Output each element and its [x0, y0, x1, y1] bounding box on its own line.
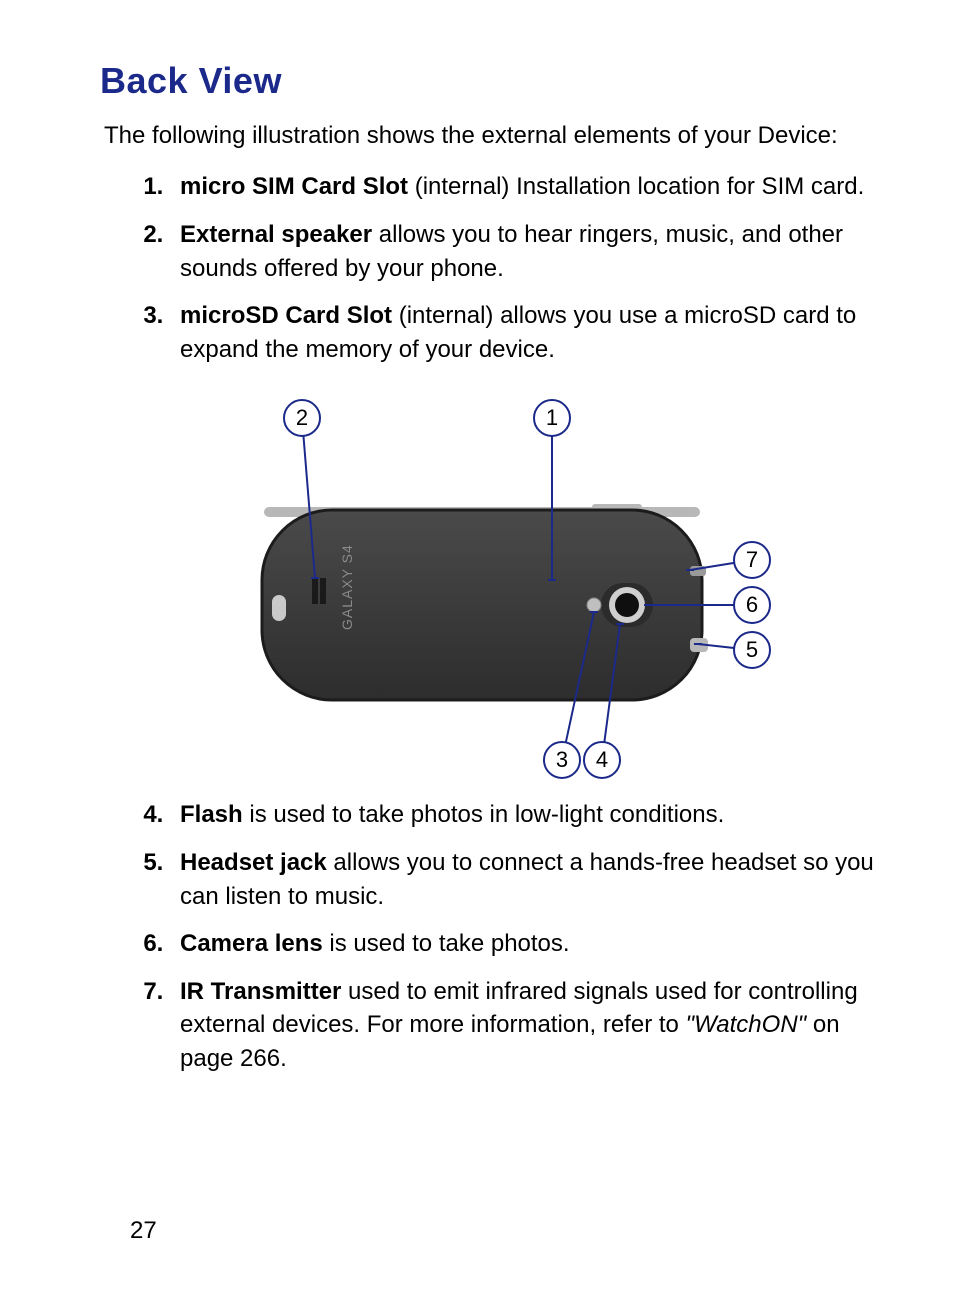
feature-list-top: micro SIM Card Slot (internal) Installat…: [120, 170, 884, 366]
feature-item: Headset jack allows you to connect a han…: [170, 846, 884, 913]
intro-text: The following illustration shows the ext…: [104, 120, 884, 152]
feature-item: IR Transmitter used to emit infrared sig…: [170, 975, 884, 1076]
feature-item: micro SIM Card Slot (internal) Installat…: [170, 170, 884, 204]
svg-text:5: 5: [746, 637, 758, 662]
svg-text:1: 1: [546, 405, 558, 430]
feature-item: microSD Card Slot (internal) allows you …: [170, 299, 884, 366]
svg-text:6: 6: [746, 592, 758, 617]
svg-text:2: 2: [296, 405, 308, 430]
feature-item: Flash is used to take photos in low-ligh…: [170, 798, 884, 832]
svg-text:7: 7: [746, 547, 758, 572]
page-number: 27: [130, 1217, 157, 1245]
feature-item: Camera lens is used to take photos.: [170, 927, 884, 961]
section-title: Back View: [100, 60, 884, 102]
svg-text:3: 3: [556, 747, 568, 772]
feature-list-bottom: Flash is used to take photos in low-ligh…: [120, 798, 884, 1075]
device-diagram: GALAXY S4 1 2 7 6 5 3 4: [212, 380, 772, 780]
feature-item: External speaker allows you to hear ring…: [170, 218, 884, 285]
svg-text:GALAXY S4: GALAXY S4: [339, 545, 355, 631]
manual-page: Back View The following illustration sho…: [0, 0, 954, 1295]
svg-text:4: 4: [596, 747, 608, 772]
